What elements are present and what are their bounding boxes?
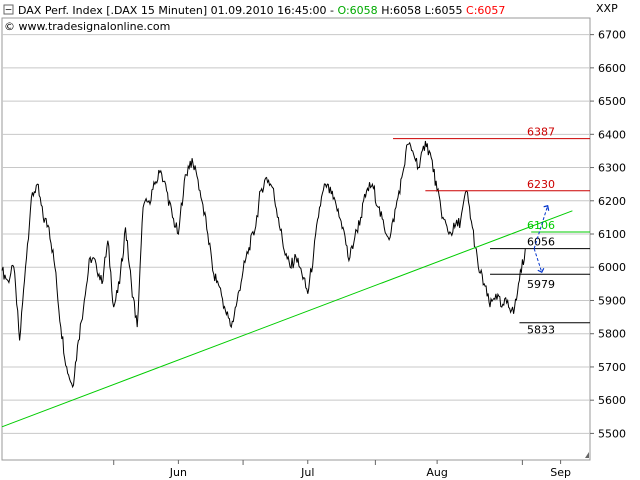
axis-unit: XXP xyxy=(596,2,618,15)
x-tick-label: Sep xyxy=(550,466,571,479)
y-tick-label: 6000 xyxy=(598,261,626,274)
resize-grip-icon[interactable] xyxy=(585,452,589,458)
x-tick-label: Jun xyxy=(169,466,187,479)
x-axis: Jun Jul Aug Sep xyxy=(113,460,571,479)
header-title: DAX Perf. Index [.DAX 15 Minuten] 01.09.… xyxy=(18,4,327,17)
y-tick-label: 5800 xyxy=(598,328,626,341)
grid-lines xyxy=(2,34,590,434)
series-layer xyxy=(1,140,573,428)
up-arrow-head-icon xyxy=(543,205,550,211)
level-lines: 6387 6230 6106 6056 5979 5833 xyxy=(393,126,590,337)
y-tick-label: 5900 xyxy=(598,294,626,307)
y-tick-label: 6700 xyxy=(598,29,626,42)
down-arrow-head-icon xyxy=(537,267,545,274)
header-line: DAX Perf. Index [.DAX 15 Minuten] 01.09.… xyxy=(18,4,505,17)
header-close: C:6057 xyxy=(466,4,505,17)
minus-icon: − xyxy=(5,6,13,16)
plot-area xyxy=(1,17,591,461)
y-tick-label: 5500 xyxy=(598,427,626,440)
level-label: 6230 xyxy=(527,178,555,191)
y-tick-label: 6200 xyxy=(598,195,626,208)
y-tick-label: 6600 xyxy=(598,62,626,75)
copyright-text: © www.tradesignalonline.com xyxy=(4,20,170,33)
y-tick-label: 6500 xyxy=(598,95,626,108)
price-series-line xyxy=(1,140,526,389)
chart-header: − DAX Perf. Index [.DAX 15 Minuten] 01.0… xyxy=(3,2,618,33)
up-projection-arrow xyxy=(533,205,549,249)
y-axis: 5500 5600 5700 5800 5900 6000 6100 6200 6300 6400… xyxy=(590,29,626,440)
header-low: L:6055 xyxy=(425,4,463,17)
header-open: O:6058 xyxy=(338,4,378,17)
level-label: 6056 xyxy=(527,236,555,249)
level-label: 5979 xyxy=(527,278,555,291)
header-high: H:6058 xyxy=(381,4,421,17)
y-tick-label: 5600 xyxy=(598,394,626,407)
scroll-corner[interactable] xyxy=(585,452,589,458)
level-label: 5833 xyxy=(527,324,555,337)
y-tick-label: 5700 xyxy=(598,361,626,374)
y-tick-label: 6100 xyxy=(598,228,626,241)
collapse-box-icon[interactable] xyxy=(3,4,14,15)
down-projection-arrow xyxy=(533,248,543,273)
y-tick-label: 6300 xyxy=(598,162,626,175)
projection-arrows xyxy=(533,205,550,274)
x-tick-label: Jul xyxy=(300,466,314,479)
trendline xyxy=(1,210,573,428)
level-label: 6387 xyxy=(527,126,555,139)
level-label: 6106 xyxy=(527,219,555,232)
x-tick-label: Aug xyxy=(426,466,447,479)
y-tick-label: 6400 xyxy=(598,128,626,141)
